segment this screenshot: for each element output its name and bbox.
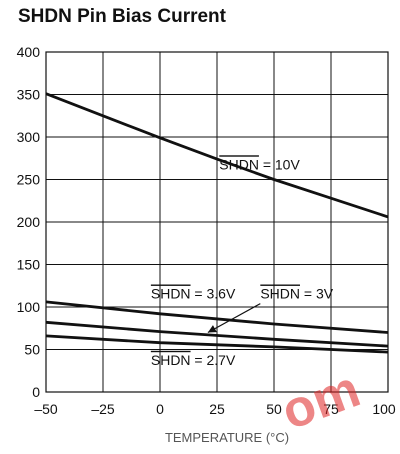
series-label-3.6v-suffix: = 3.6V <box>191 286 236 302</box>
series-label-2.7v-prefix: SHDN <box>151 352 191 368</box>
x-tick-label: 75 <box>323 401 339 417</box>
series-line-3 <box>45 334 389 354</box>
series-label-3.6v-prefix: SHDN <box>151 286 191 302</box>
series-label-2.7v-suffix: = 2.7V <box>191 352 236 368</box>
y-tick-labels: 0 50 100 150 200 250 300 350 400 <box>17 44 41 400</box>
y-tick-label: 200 <box>17 214 41 230</box>
x-tick-label: 100 <box>372 401 396 417</box>
plot-frame <box>45 51 389 393</box>
series-label-2.7v: SHDN = 2.7V <box>151 352 236 368</box>
x-tick-label: 0 <box>156 401 164 417</box>
y-tick-label: 150 <box>17 257 41 273</box>
arrow-3v-pointer <box>207 303 261 334</box>
y-tick-label: 350 <box>17 87 41 103</box>
series-line-1 <box>45 300 389 334</box>
series-line-0 <box>45 92 389 219</box>
x-tick-label: 25 <box>209 401 225 417</box>
series-label-10v-suffix: = 10V <box>259 156 301 172</box>
y-tick-label: 0 <box>32 384 40 400</box>
x-tick-label: 50 <box>266 401 282 417</box>
series-label-3v-prefix: SHDN <box>260 286 300 302</box>
x-tick-label: –50 <box>34 401 58 417</box>
x-tick-label: –25 <box>91 401 115 417</box>
y-tick-label: 50 <box>24 342 40 358</box>
series-line-2 <box>45 320 389 348</box>
y-tick-label: 100 <box>17 299 41 315</box>
y-tick-label: 250 <box>17 172 41 188</box>
chart-title: SHDN Pin Bias Current <box>18 6 226 27</box>
series-label-3.6v: SHDN = 3.6V <box>151 286 236 302</box>
series-lines <box>45 92 389 354</box>
series-label-10v: SHDN = 10V <box>219 156 300 172</box>
y-tick-label: 400 <box>17 44 41 60</box>
arrowhead-3v <box>207 325 217 333</box>
x-axis-title: TEMPERATURE (°C) <box>165 430 289 445</box>
series-label-3v-suffix: = 3V <box>300 286 334 302</box>
series-label-10v-prefix: SHDN <box>219 156 259 172</box>
grid <box>45 51 389 393</box>
x-tick-labels: –50 –25 0 25 50 75 100 <box>34 401 396 417</box>
y-tick-label: 300 <box>17 129 41 145</box>
series-label-3v: SHDN = 3V <box>260 286 333 302</box>
